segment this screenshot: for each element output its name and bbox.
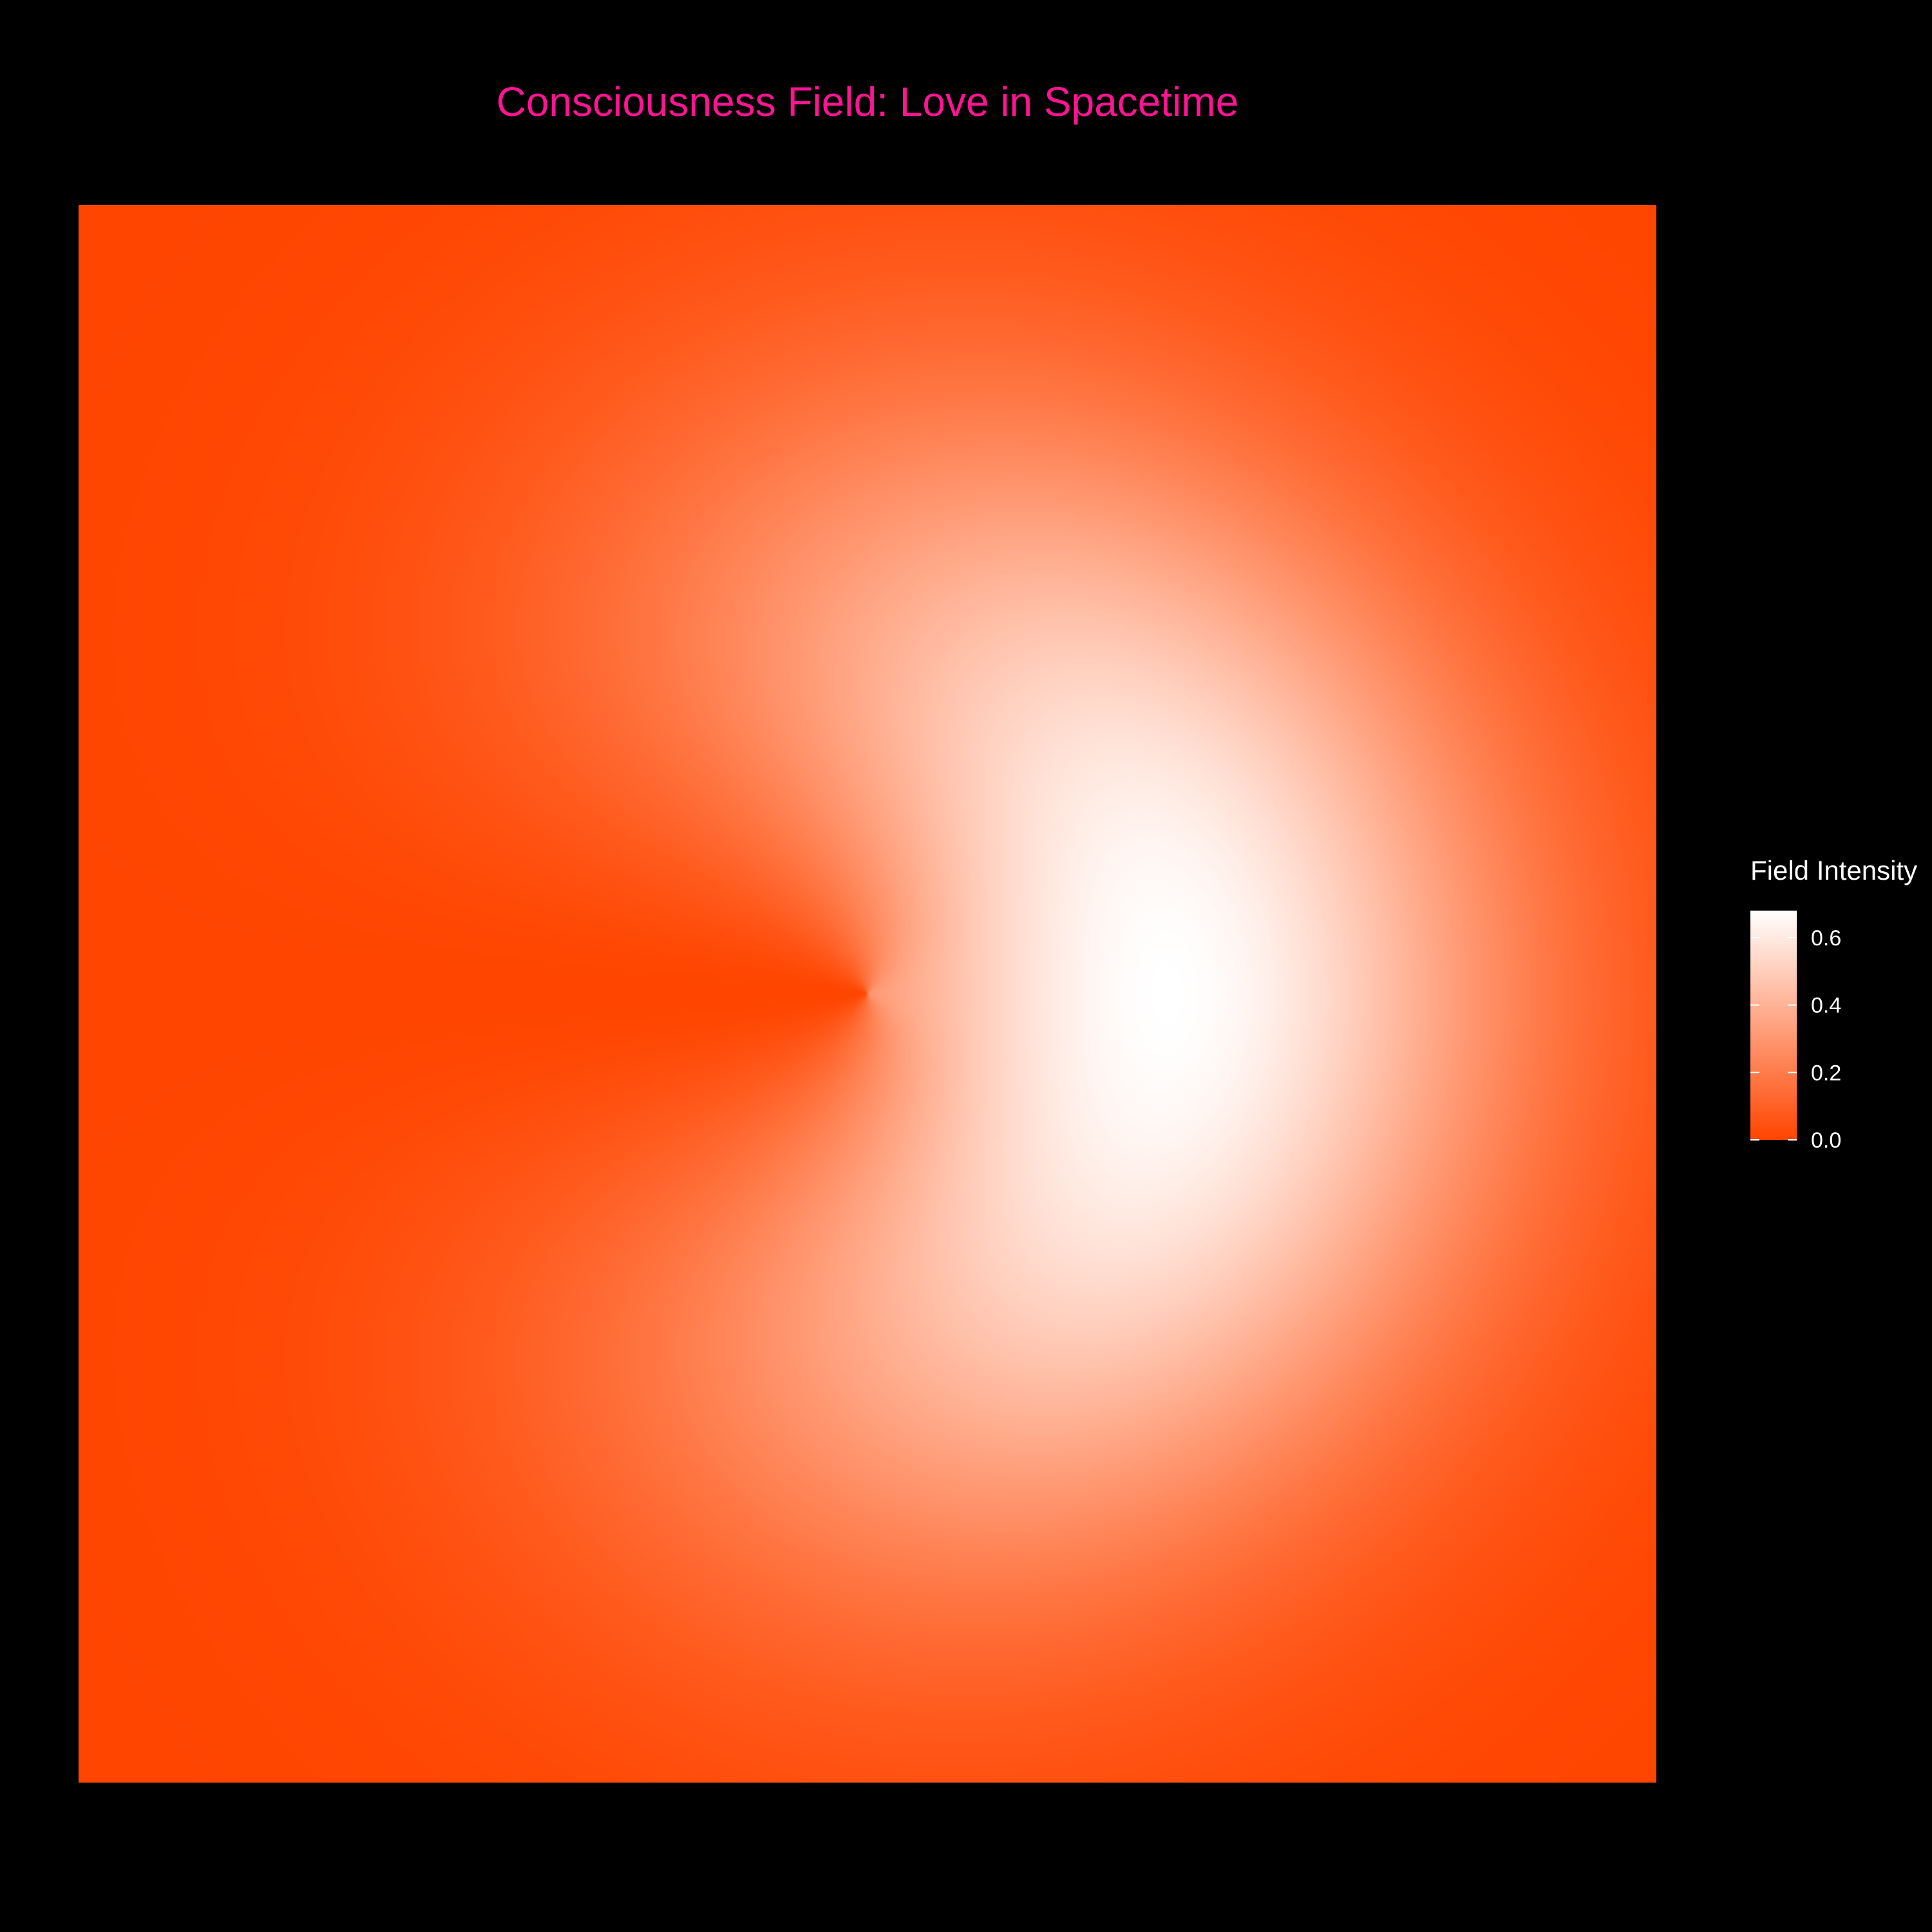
heatmap-field xyxy=(79,205,1656,1783)
chart-title: Consciousness Field: Love in Spacetime xyxy=(496,79,1239,125)
legend-tick-label: 0.6 xyxy=(1811,926,1841,951)
legend-color-bar xyxy=(1750,911,1797,1140)
legend-tick-label: 0.4 xyxy=(1811,994,1841,1018)
legend-tick-label: 0.0 xyxy=(1811,1128,1841,1153)
heatmap-plot-area xyxy=(79,205,1656,1783)
legend-title: Field Intensity xyxy=(1750,855,1918,886)
legend-tick-label: 0.2 xyxy=(1811,1061,1841,1085)
legend-ticks: 0.0 0.2 0.4 0.6 xyxy=(1750,926,1841,1153)
legend-colorbar: 0.0 0.2 0.4 0.6 xyxy=(1750,911,1841,1153)
legend: Field Intensity 0.0 0.2 0.4 0.6 xyxy=(1750,850,1932,1153)
